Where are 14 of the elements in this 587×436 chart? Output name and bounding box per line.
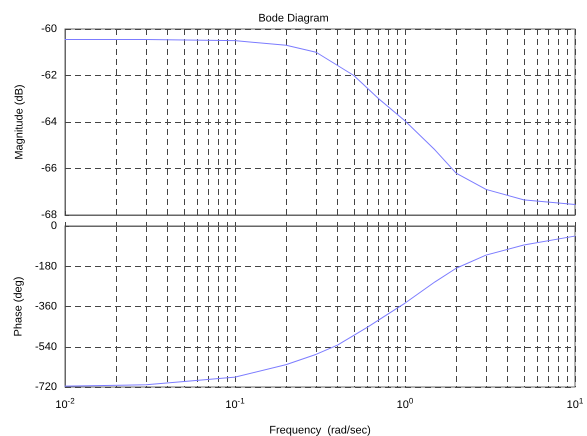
y-tick-label: 0 [50, 220, 57, 232]
y-tick-label: -62 [41, 70, 57, 82]
x-axis-title: Frequency (rad/sec) [269, 424, 371, 436]
y-tick-label: -64 [41, 116, 57, 128]
y-tick-label: -66 [41, 162, 57, 174]
y-tick-label: -720 [34, 381, 57, 393]
y-axis-title: Phase (deg) [12, 276, 25, 336]
y-tick-label: -68 [41, 209, 57, 221]
chart-title: Bode Diagram [258, 12, 329, 24]
y-tick-label: -360 [34, 300, 57, 312]
y-tick-label: -540 [34, 340, 57, 353]
y-tick-label: -180 [34, 260, 57, 272]
y-tick-label: -60 [41, 23, 57, 35]
y-axis-title: Magnitude (dB) [14, 84, 26, 160]
